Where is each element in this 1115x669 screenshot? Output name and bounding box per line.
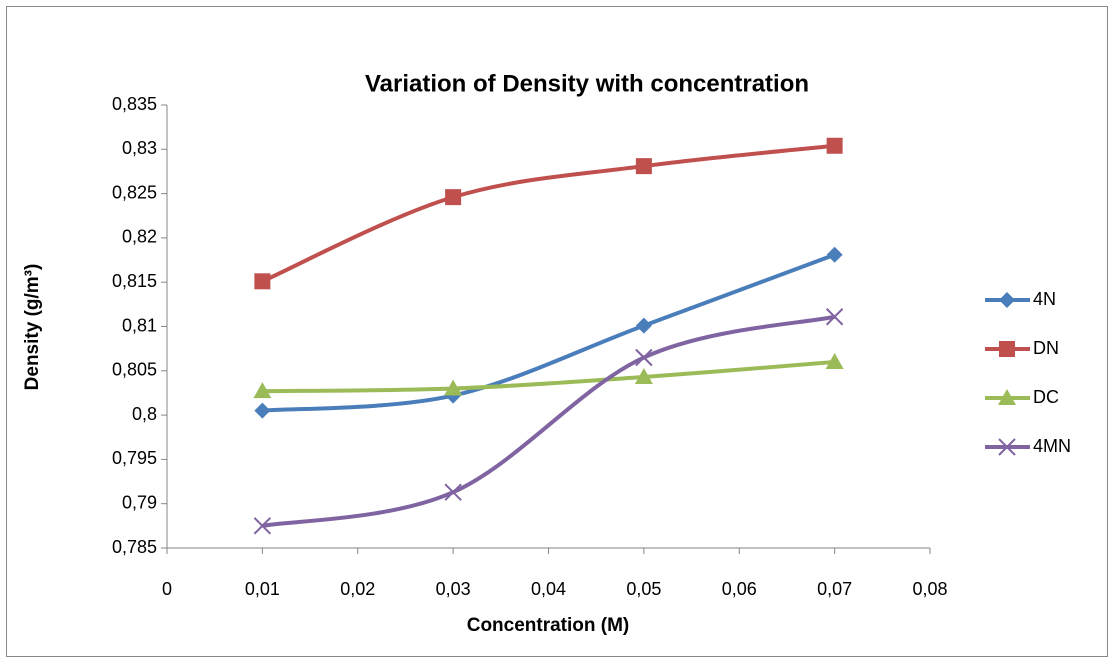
- x-tick-label: 0,03: [436, 579, 471, 599]
- y-tick-label: 0,79: [122, 492, 157, 512]
- marker: [635, 348, 653, 367]
- y-tick-label: 0,81: [122, 315, 157, 335]
- series-line: [262, 252, 836, 413]
- x-tick-label: 0,01: [245, 579, 280, 599]
- legend-label: DN: [1033, 338, 1059, 358]
- x-tick-label: 0,02: [340, 579, 375, 599]
- y-tick-label: 0,835: [112, 94, 157, 114]
- chart-border: [6, 6, 1108, 657]
- x-axis-label: Concentration (M): [467, 615, 630, 636]
- x-tick-label: 0,08: [912, 579, 947, 599]
- marker: [634, 368, 653, 385]
- x-tick-label: 0: [162, 579, 172, 599]
- marker: [253, 517, 272, 535]
- legend-label: 4MN: [1033, 436, 1071, 456]
- legend-label: 4N: [1033, 289, 1056, 309]
- marker: [999, 341, 1015, 357]
- marker: [826, 137, 843, 154]
- y-axis-label: Density (g/m³): [22, 264, 43, 391]
- marker: [999, 292, 1015, 308]
- y-tick-label: 0,825: [112, 182, 157, 202]
- y-tick-label: 0,805: [112, 360, 157, 380]
- series-line: [262, 314, 836, 528]
- series-line: [262, 359, 835, 394]
- y-tick-label: 0,82: [122, 227, 157, 247]
- x-tick-label: 0,04: [531, 579, 566, 599]
- marker: [444, 483, 462, 501]
- marker: [998, 438, 1016, 456]
- y-tick-label: 0,815: [112, 271, 157, 291]
- y-tick-label: 0,8: [132, 404, 157, 424]
- chart-title: Variation of Density with concentration: [365, 70, 809, 97]
- marker: [998, 389, 1016, 405]
- marker: [635, 317, 652, 334]
- marker: [444, 379, 463, 396]
- y-tick-label: 0,83: [122, 138, 157, 158]
- x-tick-label: 0,07: [817, 579, 852, 599]
- y-tick-label: 0,785: [112, 537, 157, 557]
- marker: [826, 246, 843, 263]
- marker: [825, 352, 844, 369]
- x-tick-label: 0,06: [722, 579, 757, 599]
- marker: [445, 189, 462, 206]
- marker: [635, 158, 652, 175]
- marker: [254, 273, 271, 290]
- legend-label: DC: [1033, 387, 1059, 407]
- marker: [825, 308, 844, 326]
- series-line: [261, 143, 835, 284]
- x-tick-label: 0,05: [626, 579, 661, 599]
- marker: [253, 382, 272, 399]
- y-tick-label: 0,795: [112, 448, 157, 468]
- marker: [254, 402, 271, 419]
